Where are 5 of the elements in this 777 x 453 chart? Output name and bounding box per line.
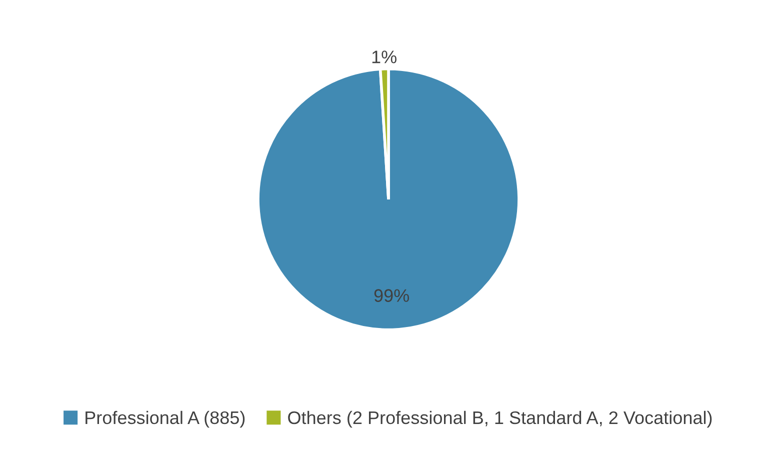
pie-slice <box>256 67 520 332</box>
data-label: 99% <box>374 289 409 302</box>
legend-label: Others (2 Professional B, 1 Standard A, 2 Vocational) <box>288 410 712 428</box>
data-label: 1% <box>372 50 396 64</box>
legend-label: Professional A (885) <box>86 410 245 428</box>
